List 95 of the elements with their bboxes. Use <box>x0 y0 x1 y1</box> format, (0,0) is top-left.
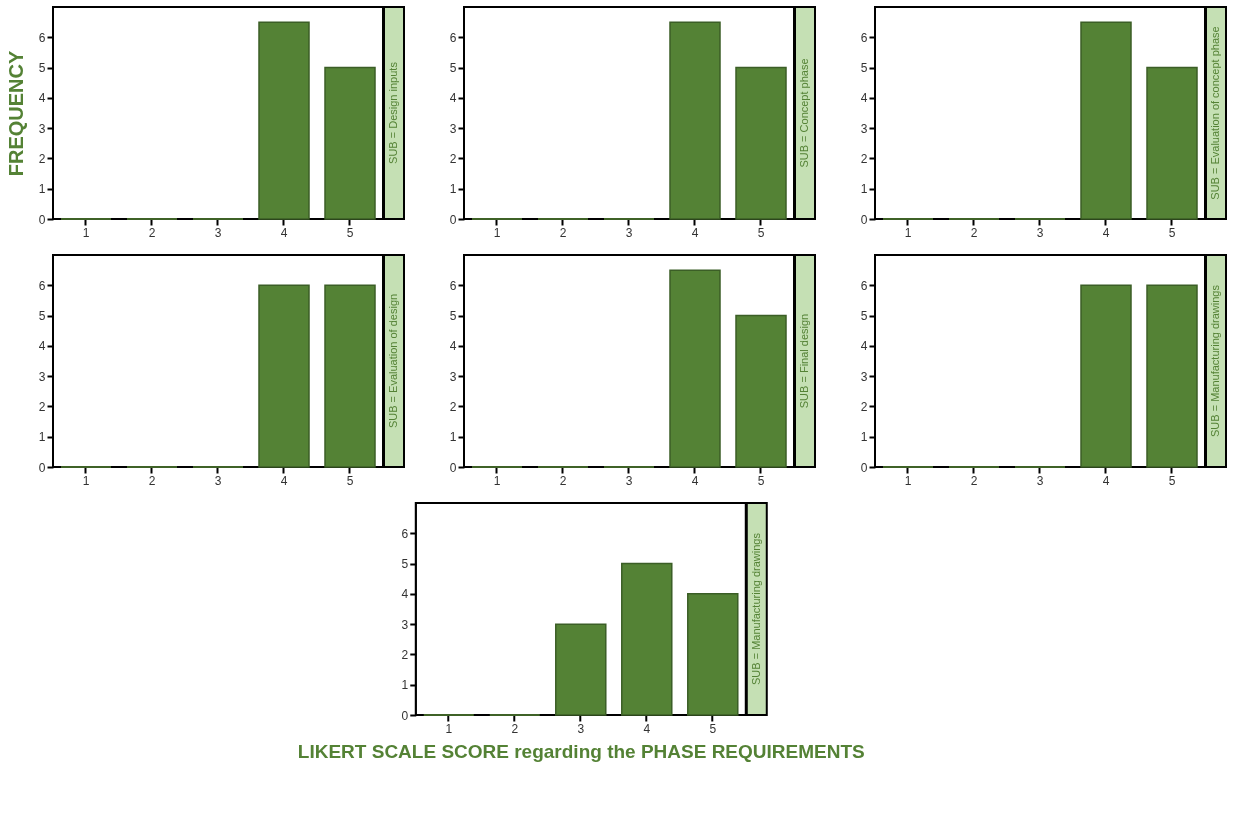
x-tick-label: 5 <box>757 225 765 240</box>
y-tick-label: 6 <box>401 526 409 541</box>
y-tick-label: 5 <box>38 61 46 76</box>
y-tick-label: 1 <box>860 430 868 445</box>
y-tick-label: 6 <box>860 30 868 45</box>
x-tick-label: 2 <box>559 473 567 488</box>
y-tick-label: 5 <box>449 309 457 324</box>
y-tick-label: 6 <box>449 278 457 293</box>
x-tick-label: 3 <box>625 473 633 488</box>
y-tick-label: 4 <box>449 91 457 106</box>
y-tick-label: 3 <box>860 121 868 136</box>
x-tick-label: 4 <box>280 473 288 488</box>
text: SUB = Evaluation of concept phase <box>1209 26 1221 200</box>
y-tick-label: 4 <box>860 339 868 354</box>
x-tick-label: 2 <box>511 721 519 736</box>
x-tick-label: 1 <box>904 225 912 240</box>
y-tick-label: 0 <box>449 460 457 475</box>
y-tick-label: 5 <box>401 557 409 572</box>
text: SUB = Concept phase <box>798 58 810 168</box>
x-tick-label: 4 <box>643 721 651 736</box>
x-tick-label: 3 <box>577 721 585 736</box>
y-tick-label: 0 <box>860 212 868 227</box>
y-tick-label: 2 <box>401 647 409 662</box>
x-tick-label: 4 <box>280 225 288 240</box>
x-tick-label: 4 <box>1102 225 1110 240</box>
x-tick-label: 5 <box>709 721 717 736</box>
y-tick-label: 3 <box>38 121 46 136</box>
y-tick-label: 0 <box>860 460 868 475</box>
y-tick-label: 6 <box>38 30 46 45</box>
y-tick-label: 0 <box>38 212 46 227</box>
y-tick-label: 0 <box>449 212 457 227</box>
x-tick-label: 2 <box>148 473 156 488</box>
x-tick-label: 2 <box>970 225 978 240</box>
y-tick-label: 5 <box>860 61 868 76</box>
x-tick-label: 2 <box>148 225 156 240</box>
text: SUB = Manufacturing drawings <box>1209 284 1221 437</box>
text: SUB = Design inputs <box>387 61 399 164</box>
bar <box>555 623 607 716</box>
x-tick-label: 4 <box>691 225 699 240</box>
text: SUB = Evaluation of design <box>387 293 399 429</box>
text: SUB = Final design <box>798 313 810 409</box>
x-tick-label: 4 <box>1102 473 1110 488</box>
y-tick-label: 1 <box>449 182 457 197</box>
y-tick-label: 2 <box>860 399 868 414</box>
x-tick-label: 1 <box>82 225 90 240</box>
x-tick-label: 3 <box>214 473 222 488</box>
y-tick-label: 1 <box>860 182 868 197</box>
y-tick-label: 2 <box>449 151 457 166</box>
y-tick-label: 1 <box>38 430 46 445</box>
y-tick-label: 5 <box>860 309 868 324</box>
y-tick-label: 3 <box>449 369 457 384</box>
y-tick-label: 5 <box>449 61 457 76</box>
x-tick-label: 1 <box>82 473 90 488</box>
x-tick-label: 1 <box>493 225 501 240</box>
y-tick-label: 3 <box>449 121 457 136</box>
x-axis-title: LIKERT SCALE SCORE regarding the PHASE REQUIREMENTS <box>297 740 865 762</box>
y-tick-label: 2 <box>38 151 46 166</box>
x-tick-label: 5 <box>1168 473 1176 488</box>
y-tick-label: 0 <box>401 708 409 723</box>
y-tick-label: 1 <box>401 678 409 693</box>
text: SUB = Manufacturing drawings <box>749 532 762 685</box>
x-tick-label: 5 <box>346 225 354 240</box>
x-tick-label: 1 <box>904 473 912 488</box>
x-tick-label: 3 <box>214 225 222 240</box>
y-tick-label: 6 <box>449 30 457 45</box>
x-tick-label: 3 <box>1036 473 1044 488</box>
bar <box>687 593 739 716</box>
bar <box>621 562 673 716</box>
x-tick-label: 1 <box>493 473 501 488</box>
x-tick-label: 3 <box>625 225 633 240</box>
x-tick-label: 5 <box>346 473 354 488</box>
x-tick-label: 2 <box>970 473 978 488</box>
y-tick-label: 4 <box>38 91 46 106</box>
y-tick-label: 4 <box>449 339 457 354</box>
y-axis-title: FREQUENCY <box>4 50 27 177</box>
x-tick-label: 3 <box>1036 225 1044 240</box>
y-tick-label: 1 <box>38 182 46 197</box>
y-tick-label: 5 <box>38 309 46 324</box>
y-tick-label: 3 <box>38 369 46 384</box>
y-tick-label: 2 <box>38 399 46 414</box>
y-tick-label: 2 <box>860 151 868 166</box>
y-tick-label: 1 <box>449 430 457 445</box>
y-tick-label: 4 <box>401 587 409 602</box>
y-tick-label: 4 <box>860 91 868 106</box>
y-tick-label: 0 <box>38 460 46 475</box>
y-tick-label: 3 <box>401 617 409 632</box>
y-tick-label: 6 <box>38 278 46 293</box>
x-tick-label: 5 <box>757 473 765 488</box>
y-tick-label: 6 <box>860 278 868 293</box>
y-tick-label: 3 <box>860 369 868 384</box>
x-tick-label: 4 <box>691 473 699 488</box>
y-tick-label: 2 <box>449 399 457 414</box>
x-tick-label: 2 <box>559 225 567 240</box>
x-tick-label: 5 <box>1168 225 1176 240</box>
y-tick-label: 4 <box>38 339 46 354</box>
